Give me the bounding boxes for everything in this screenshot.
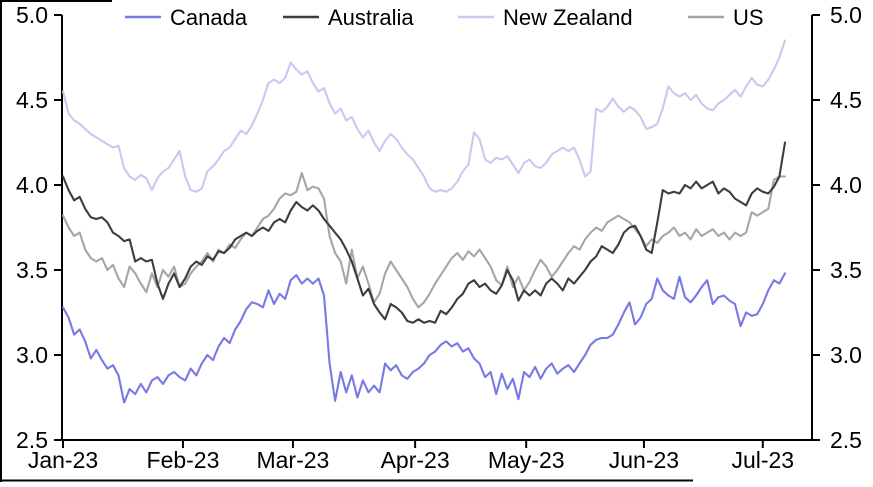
- x-tick-label: Jul-23: [731, 447, 794, 473]
- y-tick-label-right: 4.0: [830, 172, 862, 198]
- series-line-canada: [61, 272, 787, 404]
- legend-label-australia: Australia: [328, 5, 414, 30]
- series-line-australia: [61, 141, 787, 324]
- x-axis-ticks: Jan-23 Feb-23 Mar-23 Apr-23 May-23 Jun-23 Jul-…: [28, 440, 794, 473]
- y-tick-label-right: 2.5: [830, 427, 862, 453]
- legend-label-canada: Canada: [170, 5, 248, 30]
- y-tick-label-right: 4.5: [830, 87, 862, 113]
- legend-label-new-zealand: New Zealand: [503, 5, 633, 30]
- series-line-new-zealand: [61, 39, 787, 193]
- legend-item-australia: Australia: [283, 5, 414, 30]
- y-tick-label-right: 3.5: [830, 257, 862, 283]
- y-tick-label-right: 5.0: [830, 2, 862, 28]
- legend: Canada Australia New Zealand US: [125, 5, 764, 30]
- x-tick-label: Jun-23: [609, 447, 679, 473]
- y-tick-label-left: 5.0: [16, 2, 48, 28]
- y-tick-label-left: 3.5: [16, 257, 48, 283]
- legend-item-canada: Canada: [125, 5, 248, 30]
- y-tick-label-left: 4.5: [16, 87, 48, 113]
- series-line-us: [61, 172, 787, 309]
- series-lines: [61, 39, 787, 404]
- legend-item-new-zealand: New Zealand: [458, 5, 633, 30]
- x-tick-label: Apr-23: [381, 447, 450, 473]
- y-tick-label-right: 3.0: [830, 342, 862, 368]
- x-tick-label: Jan-23: [28, 447, 98, 473]
- y-tick-label-left: 3.0: [16, 342, 48, 368]
- y-tick-label-left: 4.0: [16, 172, 48, 198]
- legend-label-us: US: [733, 5, 764, 30]
- x-tick-label: May-23: [488, 447, 565, 473]
- x-tick-label: Mar-23: [256, 447, 329, 473]
- y-tick-label-left: 2.5: [16, 427, 48, 453]
- y-axis-ticks: 5.0 5.0 4.5 4.5 4.0 4.0 3.5 3.5 3.0 3.0 2.5 2.5: [16, 2, 862, 453]
- legend-item-us: US: [688, 5, 764, 30]
- x-tick-label: Feb-23: [147, 447, 220, 473]
